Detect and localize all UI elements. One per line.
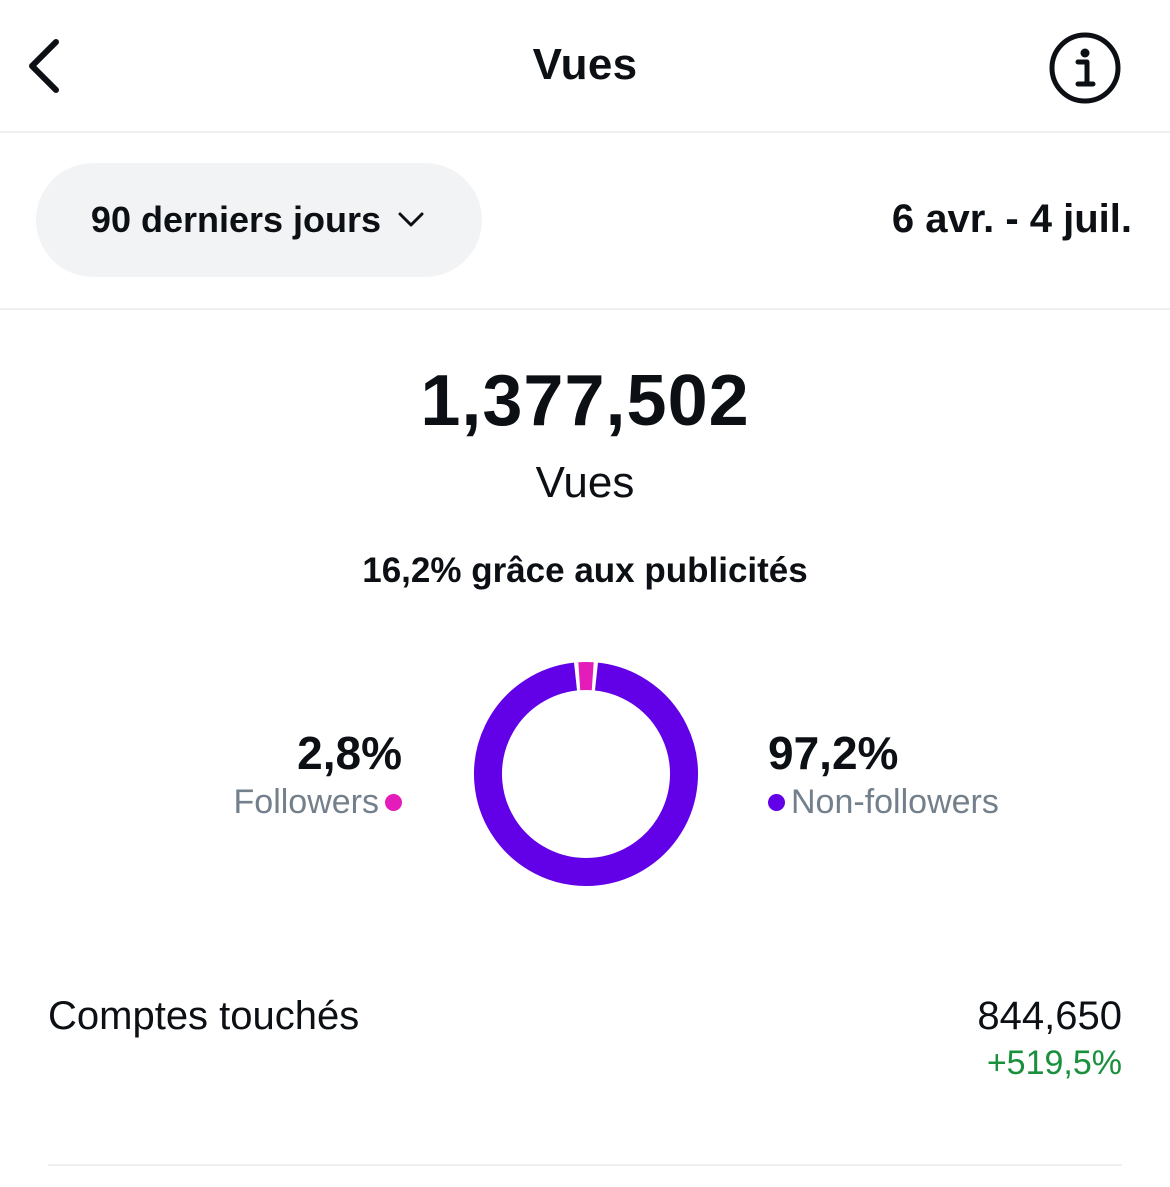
total-views-label: Vues	[535, 458, 635, 507]
non-followers-stat: 97,2% Non-followers	[768, 726, 999, 824]
audience-donut-svg	[474, 662, 698, 886]
metric-row-accounts-reached[interactable]: Comptes touchés 844,650 +519,5%	[48, 980, 1122, 1166]
date-range-dropdown[interactable]: 90 derniers jours	[36, 163, 482, 277]
date-range-text: 6 avr. - 4 juil.	[891, 197, 1132, 241]
date-range-dropdown-label: 90 derniers jours	[90, 199, 382, 240]
followers-legend-label: Followers	[233, 783, 379, 821]
ads-share-note: 16,2% grâce aux publicités	[362, 551, 808, 590]
info-button[interactable]	[1048, 31, 1122, 105]
non-followers-legend-dot	[768, 793, 785, 811]
metric-value: 844,650	[977, 994, 1122, 1038]
chevron-down-icon	[398, 212, 424, 227]
followers-legend-dot	[385, 793, 402, 811]
donut-segment-non-followers	[474, 662, 698, 886]
followers-percent: 2,8%	[297, 727, 402, 779]
metric-change: +519,5%	[986, 1044, 1122, 1082]
top-bar: Vues	[0, 0, 1170, 133]
total-views-value: 1,377,502	[420, 361, 750, 441]
followers-stat: 2,8% Followers	[234, 726, 402, 824]
chevron-left-icon	[29, 39, 59, 93]
back-button[interactable]	[18, 30, 78, 102]
page-title: Vues	[532, 40, 638, 89]
audience-donut-chart	[474, 662, 698, 886]
filter-row: 90 derniers jours 6 avr. - 4 juil.	[0, 133, 1170, 310]
info-circle-icon	[1049, 32, 1121, 104]
non-followers-legend: Non-followers	[768, 780, 999, 824]
non-followers-legend-label: Non-followers	[791, 783, 999, 821]
followers-legend: Followers	[234, 780, 402, 824]
non-followers-percent: 97,2%	[768, 727, 899, 779]
metric-label: Comptes touchés	[48, 994, 360, 1038]
